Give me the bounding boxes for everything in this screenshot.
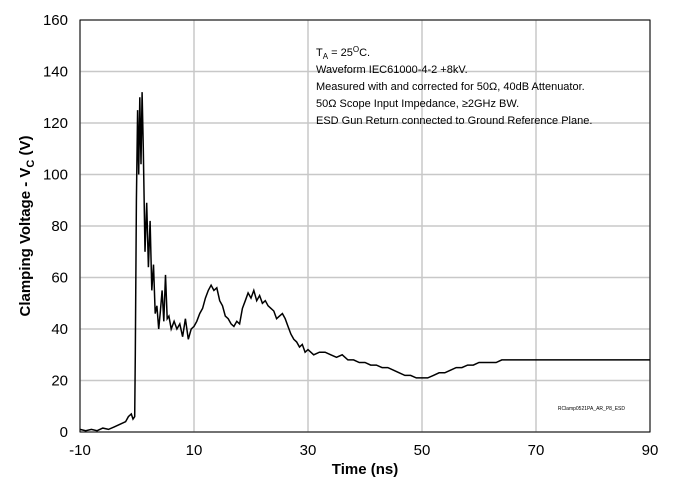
annotation-line: Waveform IEC61000-4-2 +8kV.: [316, 64, 468, 76]
annotation-temperature-suffix: C.: [359, 47, 370, 59]
tick-labels: -10 10 30 50 70 90 0 20 40 60 80 100 120 140 160: [43, 12, 658, 459]
annotation-temperature-prefix: T: [316, 47, 323, 59]
x-tick-label: 50: [414, 442, 431, 459]
annotation-line: ESD Gun Return connected to Ground Refer…: [316, 115, 592, 127]
series-line-clamping-voltage: [79, 92, 650, 432]
x-tick-label: 30: [300, 442, 317, 459]
y-axis-title: Clamping Voltage - VC (V): [17, 135, 37, 316]
y-tick-label: 60: [51, 270, 68, 287]
x-tick-label: -10: [69, 442, 91, 459]
y-axis-title-main: Clamping Voltage - V: [17, 168, 34, 317]
y-axis-title-subscript: C: [25, 160, 37, 168]
y-tick-label: 20: [51, 373, 68, 390]
annotation-box: TA = 25OC. Waveform IEC61000-4-2 +8kV. Me…: [316, 45, 592, 127]
annotation-line: 50Ω Scope Input Impedance, ≥2GHz BW.: [316, 98, 519, 110]
y-tick-label: 100: [43, 167, 68, 184]
y-axis-title-unit: (V): [17, 135, 34, 159]
y-tick-label: 160: [43, 12, 68, 29]
y-tick-label: 0: [60, 424, 68, 441]
y-tick-label: 120: [43, 115, 68, 132]
x-tick-label: 10: [186, 442, 203, 459]
y-tick-label: 80: [51, 218, 68, 235]
annotation-line: Measured with and corrected for 50Ω, 40d…: [316, 81, 585, 93]
x-tick-label: 70: [528, 442, 545, 459]
annotation-temperature-subscript: A: [323, 52, 329, 61]
x-axis-title: Time (ns): [332, 461, 398, 478]
plot-frame: [79, 19, 651, 433]
chart-credit: RClamp0521PA_AR_P8_ESD: [558, 406, 626, 412]
y-tick-label: 40: [51, 321, 68, 338]
annotation-temperature-mid: = 25: [328, 47, 353, 59]
y-tick-label: 140: [43, 64, 68, 81]
annotation-temperature: TA = 25OC.: [316, 45, 370, 61]
annotation-temperature-superscript: O: [353, 45, 359, 54]
x-tick-label: 90: [642, 442, 659, 459]
